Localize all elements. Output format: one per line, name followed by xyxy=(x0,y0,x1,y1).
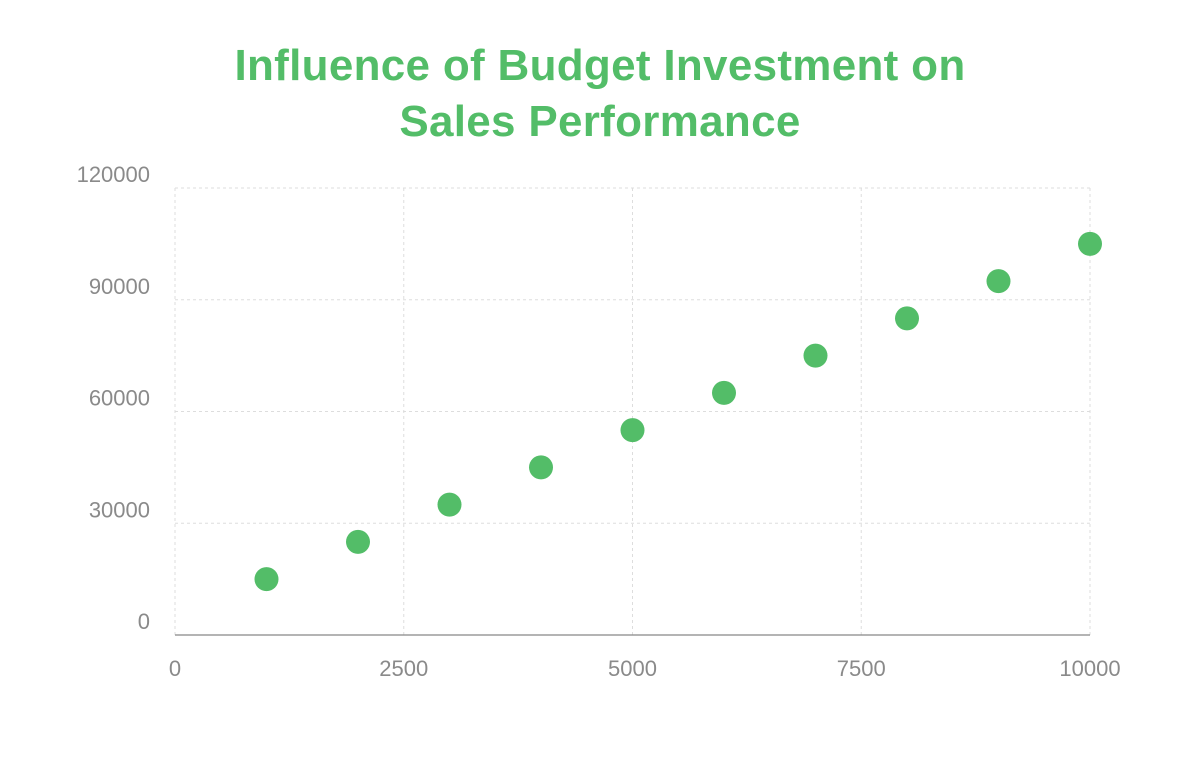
x-tick-label: 5000 xyxy=(608,656,657,681)
data-point xyxy=(437,492,462,517)
data-points xyxy=(254,231,1102,592)
y-tick-label: 90000 xyxy=(89,274,150,299)
data-point xyxy=(895,306,919,331)
chart-title: Influence of Budget Investment on Sales … xyxy=(0,38,1200,150)
chart-title-line-2: Sales Performance xyxy=(399,97,801,146)
x-tick-label: 7500 xyxy=(837,656,886,681)
data-point xyxy=(803,343,828,368)
grid-lines xyxy=(174,187,1091,635)
tick-labels: 0 30000 60000 90000 120000 0 2500 5000 7500 10000 xyxy=(77,162,1121,681)
y-tick-label: 120000 xyxy=(77,162,150,187)
data-point xyxy=(346,529,370,554)
data-point xyxy=(1078,231,1102,256)
data-point xyxy=(254,567,279,592)
y-tick-label: 60000 xyxy=(89,386,150,411)
chart-title-line-1: Influence of Budget Investment on xyxy=(234,41,966,90)
data-point xyxy=(620,418,645,443)
data-point xyxy=(529,455,553,480)
data-point xyxy=(712,380,736,405)
x-tick-label: 2500 xyxy=(379,656,428,681)
x-tick-label: 0 xyxy=(169,656,181,681)
x-tick-label: 10000 xyxy=(1059,656,1120,681)
data-point xyxy=(986,269,1011,294)
y-tick-label: 30000 xyxy=(89,497,150,522)
y-tick-label: 0 xyxy=(138,609,150,634)
